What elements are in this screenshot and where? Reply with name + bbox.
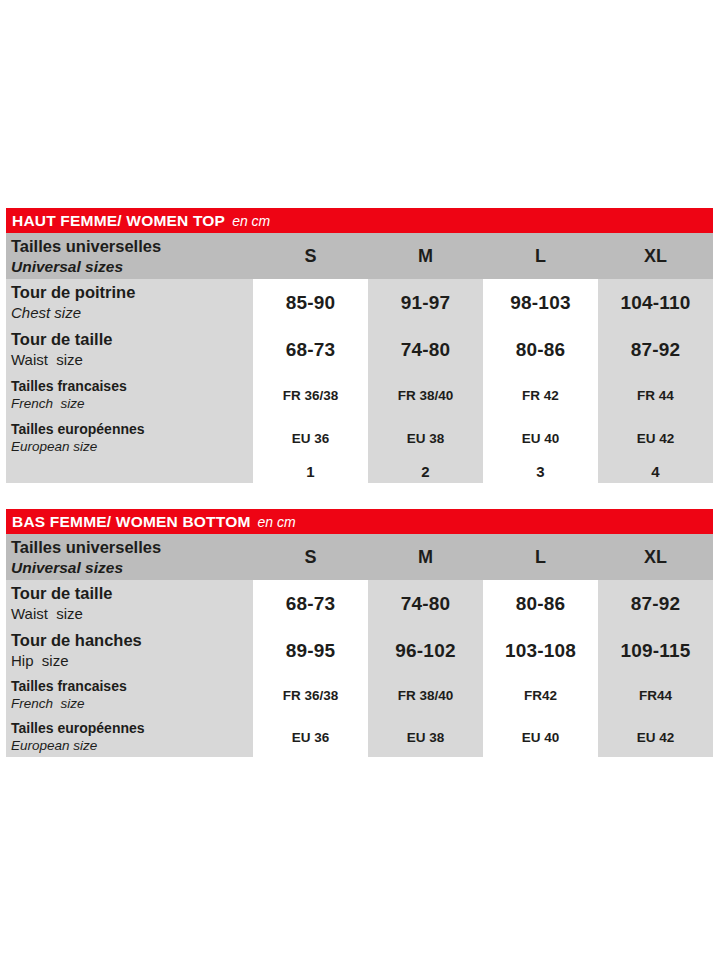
row-label-en: Hip size — [11, 651, 69, 671]
french-value-m: FR 38/40 — [368, 373, 483, 418]
european-value-xl: EU 42 — [598, 418, 713, 459]
women-top-banner: HAUT FEMME/ WOMEN TOP en cm — [6, 208, 713, 233]
row-label-fr: Tailles européennes — [11, 719, 145, 737]
row-label-en: Waist size — [11, 604, 83, 624]
row-label-waist: Tour de taille Waist size — [6, 326, 253, 373]
row-label-european: Tailles européennes European size — [6, 717, 253, 757]
waist-value-s: 68-73 — [253, 326, 368, 373]
header-label-fr: Tailles universelles — [11, 236, 161, 257]
numeric-value-m: 2 — [368, 459, 483, 483]
row-label-en: Waist size — [11, 350, 83, 370]
french-value-l: FR 42 — [483, 373, 598, 418]
waist-value-xl: 87-92 — [598, 580, 713, 627]
row-label-fr: Tailles francaises — [11, 377, 127, 395]
chest-value-m: 91-97 — [368, 279, 483, 326]
row-label-en: French size — [11, 695, 85, 713]
french-value-s: FR 36/38 — [253, 373, 368, 418]
row-label-numeric — [6, 459, 253, 483]
row-label-en: French size — [11, 395, 85, 413]
women-top-size-table: HAUT FEMME/ WOMEN TOP en cm Tailles univ… — [6, 208, 713, 483]
row-label-en: European size — [11, 737, 97, 755]
women-bottom-banner: BAS FEMME/ WOMEN BOTTOM en cm — [6, 509, 713, 534]
row-label-fr: Tailles francaises — [11, 677, 127, 695]
header-label-en: Universal sizes — [11, 258, 123, 276]
european-value-l: EU 40 — [483, 717, 598, 757]
row-label-european: Tailles européennes European size — [6, 418, 253, 459]
waist-value-m: 74-80 — [368, 326, 483, 373]
chest-value-s: 85-90 — [253, 279, 368, 326]
european-value-s: EU 36 — [253, 717, 368, 757]
row-label-french: Tailles francaises French size — [6, 674, 253, 717]
numeric-value-xl: 4 — [598, 459, 713, 483]
row-label-en: European size — [11, 438, 97, 456]
numeric-value-l: 3 — [483, 459, 598, 483]
french-value-l: FR42 — [483, 674, 598, 717]
waist-value-l: 80-86 — [483, 580, 598, 627]
size-col-l: L — [483, 233, 598, 279]
header-label-fr: Tailles universelles — [11, 537, 161, 558]
french-value-xl: FR 44 — [598, 373, 713, 418]
hip-value-xl: 109-115 — [598, 627, 713, 674]
hip-value-s: 89-95 — [253, 627, 368, 674]
french-value-xl: FR44 — [598, 674, 713, 717]
size-col-xl: XL — [598, 534, 713, 580]
size-col-xl: XL — [598, 233, 713, 279]
row-label-chest: Tour de poitrine Chest size — [6, 279, 253, 326]
chest-value-xl: 104-110 — [598, 279, 713, 326]
header-label-en: Universal sizes — [11, 559, 123, 577]
women-bottom-grid: Tailles universelles Universal sizes S M… — [6, 534, 713, 757]
size-col-l: L — [483, 534, 598, 580]
row-label-fr: Tour de taille — [11, 329, 112, 350]
row-label-hip: Tour de hanches Hip size — [6, 627, 253, 674]
women-top-grid: Tailles universelles Universal sizes S M… — [6, 233, 713, 483]
row-label-fr: Tour de poitrine — [11, 282, 135, 303]
size-col-s: S — [253, 534, 368, 580]
header-label-cell: Tailles universelles Universal sizes — [6, 233, 253, 279]
banner-title: BAS FEMME/ WOMEN BOTTOM — [12, 513, 251, 531]
banner-title: HAUT FEMME/ WOMEN TOP — [12, 212, 225, 230]
numeric-value-s: 1 — [253, 459, 368, 483]
row-label-fr: Tour de taille — [11, 583, 112, 604]
hip-value-m: 96-102 — [368, 627, 483, 674]
size-col-m: M — [368, 233, 483, 279]
waist-value-s: 68-73 — [253, 580, 368, 627]
chest-value-l: 98-103 — [483, 279, 598, 326]
size-col-s: S — [253, 233, 368, 279]
european-value-xl: EU 42 — [598, 717, 713, 757]
french-value-m: FR 38/40 — [368, 674, 483, 717]
hip-value-l: 103-108 — [483, 627, 598, 674]
header-label-cell: Tailles universelles Universal sizes — [6, 534, 253, 580]
banner-unit: en cm — [258, 514, 296, 530]
waist-value-xl: 87-92 — [598, 326, 713, 373]
banner-unit: en cm — [232, 213, 270, 229]
european-value-m: EU 38 — [368, 418, 483, 459]
row-label-en: Chest size — [11, 303, 81, 323]
women-bottom-size-table: BAS FEMME/ WOMEN BOTTOM en cm Tailles un… — [6, 509, 713, 757]
row-label-fr: Tour de hanches — [11, 630, 142, 651]
french-value-s: FR 36/38 — [253, 674, 368, 717]
european-value-m: EU 38 — [368, 717, 483, 757]
row-label-waist: Tour de taille Waist size — [6, 580, 253, 627]
european-value-l: EU 40 — [483, 418, 598, 459]
waist-value-l: 80-86 — [483, 326, 598, 373]
row-label-fr: Tailles européennes — [11, 420, 145, 438]
waist-value-m: 74-80 — [368, 580, 483, 627]
row-label-french: Tailles francaises French size — [6, 373, 253, 418]
size-col-m: M — [368, 534, 483, 580]
european-value-s: EU 36 — [253, 418, 368, 459]
